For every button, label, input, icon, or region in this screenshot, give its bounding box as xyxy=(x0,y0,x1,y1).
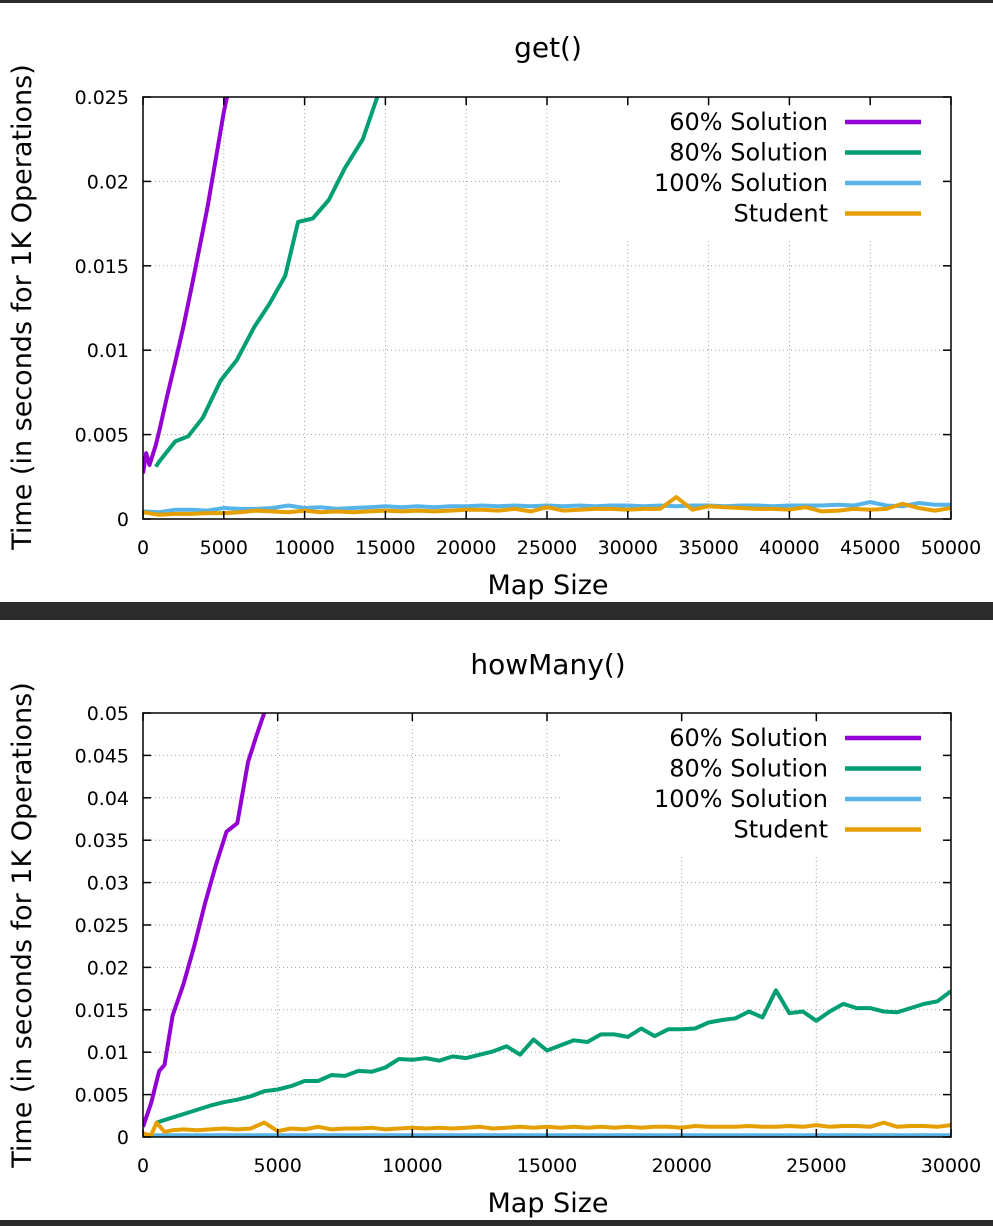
chart-title: get() xyxy=(514,31,582,64)
legend-background xyxy=(560,723,949,855)
x-tick-label: 5000 xyxy=(253,1155,301,1177)
x-tick-label: 35000 xyxy=(678,537,738,559)
y-tick-label: 0.02 xyxy=(87,957,129,979)
x-tick-label: 15000 xyxy=(355,537,415,559)
y-tick-label: 0.025 xyxy=(75,87,129,109)
y-tick-label: 0.025 xyxy=(75,915,129,937)
y-tick-label: 0.005 xyxy=(75,425,129,447)
legend-label: 80% Solution xyxy=(669,755,828,783)
y-tick-label: 0 xyxy=(117,509,129,531)
x-tick-label: 20000 xyxy=(436,537,496,559)
y-tick-label: 0.035 xyxy=(75,830,129,852)
y-tick-label: 0.02 xyxy=(87,171,129,193)
legend-label: Student xyxy=(734,200,828,228)
x-tick-label: 0 xyxy=(137,537,149,559)
series-line xyxy=(143,495,951,517)
y-tick-label: 0.01 xyxy=(87,1042,129,1064)
legend-label: 100% Solution xyxy=(654,169,828,197)
x-tick-label: 0 xyxy=(137,1155,149,1177)
x-tick-label: 10000 xyxy=(274,537,334,559)
y-tick-label: 0.04 xyxy=(87,788,129,810)
x-tick-label: 45000 xyxy=(840,537,900,559)
y-tick-label: 0.05 xyxy=(87,703,129,725)
series-line xyxy=(155,988,951,1125)
y-tick-label: 0.045 xyxy=(75,745,129,767)
y-tick-label: 0.01 xyxy=(87,340,129,362)
howmany-chart: howMany() Time (in seconds for 1K Operat… xyxy=(7,648,982,1219)
y-tick-label: 0.015 xyxy=(75,1000,129,1022)
legend-label: 80% Solution xyxy=(669,139,828,167)
series-line xyxy=(143,713,267,1128)
get-chart: get() Time (in seconds for 1K Operations… xyxy=(7,31,982,600)
plot-area: 0 5000 10000 15000 20000 25000 30000 0 0.005 0.01… xyxy=(75,703,982,1177)
legend-background xyxy=(560,107,949,239)
x-tick-label: 25000 xyxy=(517,537,577,559)
y-tick-label: 0.015 xyxy=(75,256,129,278)
legend-label: Student xyxy=(734,816,828,844)
x-tick-label: 40000 xyxy=(759,537,819,559)
x-tick-label: 30000 xyxy=(921,1155,981,1177)
plot-area: 0 5000 10000 15000 20000 25000 30000 35000 40000… xyxy=(75,87,982,559)
bottom-border xyxy=(0,1220,993,1226)
y-tick-label: 0 xyxy=(117,1127,129,1149)
x-axis-label: Map Size xyxy=(488,1188,609,1219)
y-axis-label: Time (in seconds for 1K Operations) xyxy=(7,64,38,550)
top-border xyxy=(0,0,993,3)
y-tick-label: 0.005 xyxy=(75,1085,129,1107)
legend-label: 100% Solution xyxy=(654,785,828,813)
series-line xyxy=(143,97,229,474)
series-line xyxy=(143,1120,951,1137)
x-tick-label: 15000 xyxy=(517,1155,577,1177)
x-tick-label: 30000 xyxy=(598,537,658,559)
x-tick-label: 25000 xyxy=(786,1155,846,1177)
x-axis-label: Map Size xyxy=(488,570,609,600)
x-tick-label: 5000 xyxy=(200,537,248,559)
legend-label: 60% Solution xyxy=(669,108,828,136)
y-tick-label: 0.03 xyxy=(87,873,129,895)
x-tick-label: 20000 xyxy=(651,1155,711,1177)
panel-divider xyxy=(0,602,993,620)
legend-label: 60% Solution xyxy=(669,724,828,752)
chart-title: howMany() xyxy=(470,648,625,681)
series-line xyxy=(154,97,380,468)
x-tick-label: 10000 xyxy=(382,1155,442,1177)
y-axis-label: Time (in seconds for 1K Operations) xyxy=(7,682,38,1168)
x-tick-label: 50000 xyxy=(921,537,981,559)
